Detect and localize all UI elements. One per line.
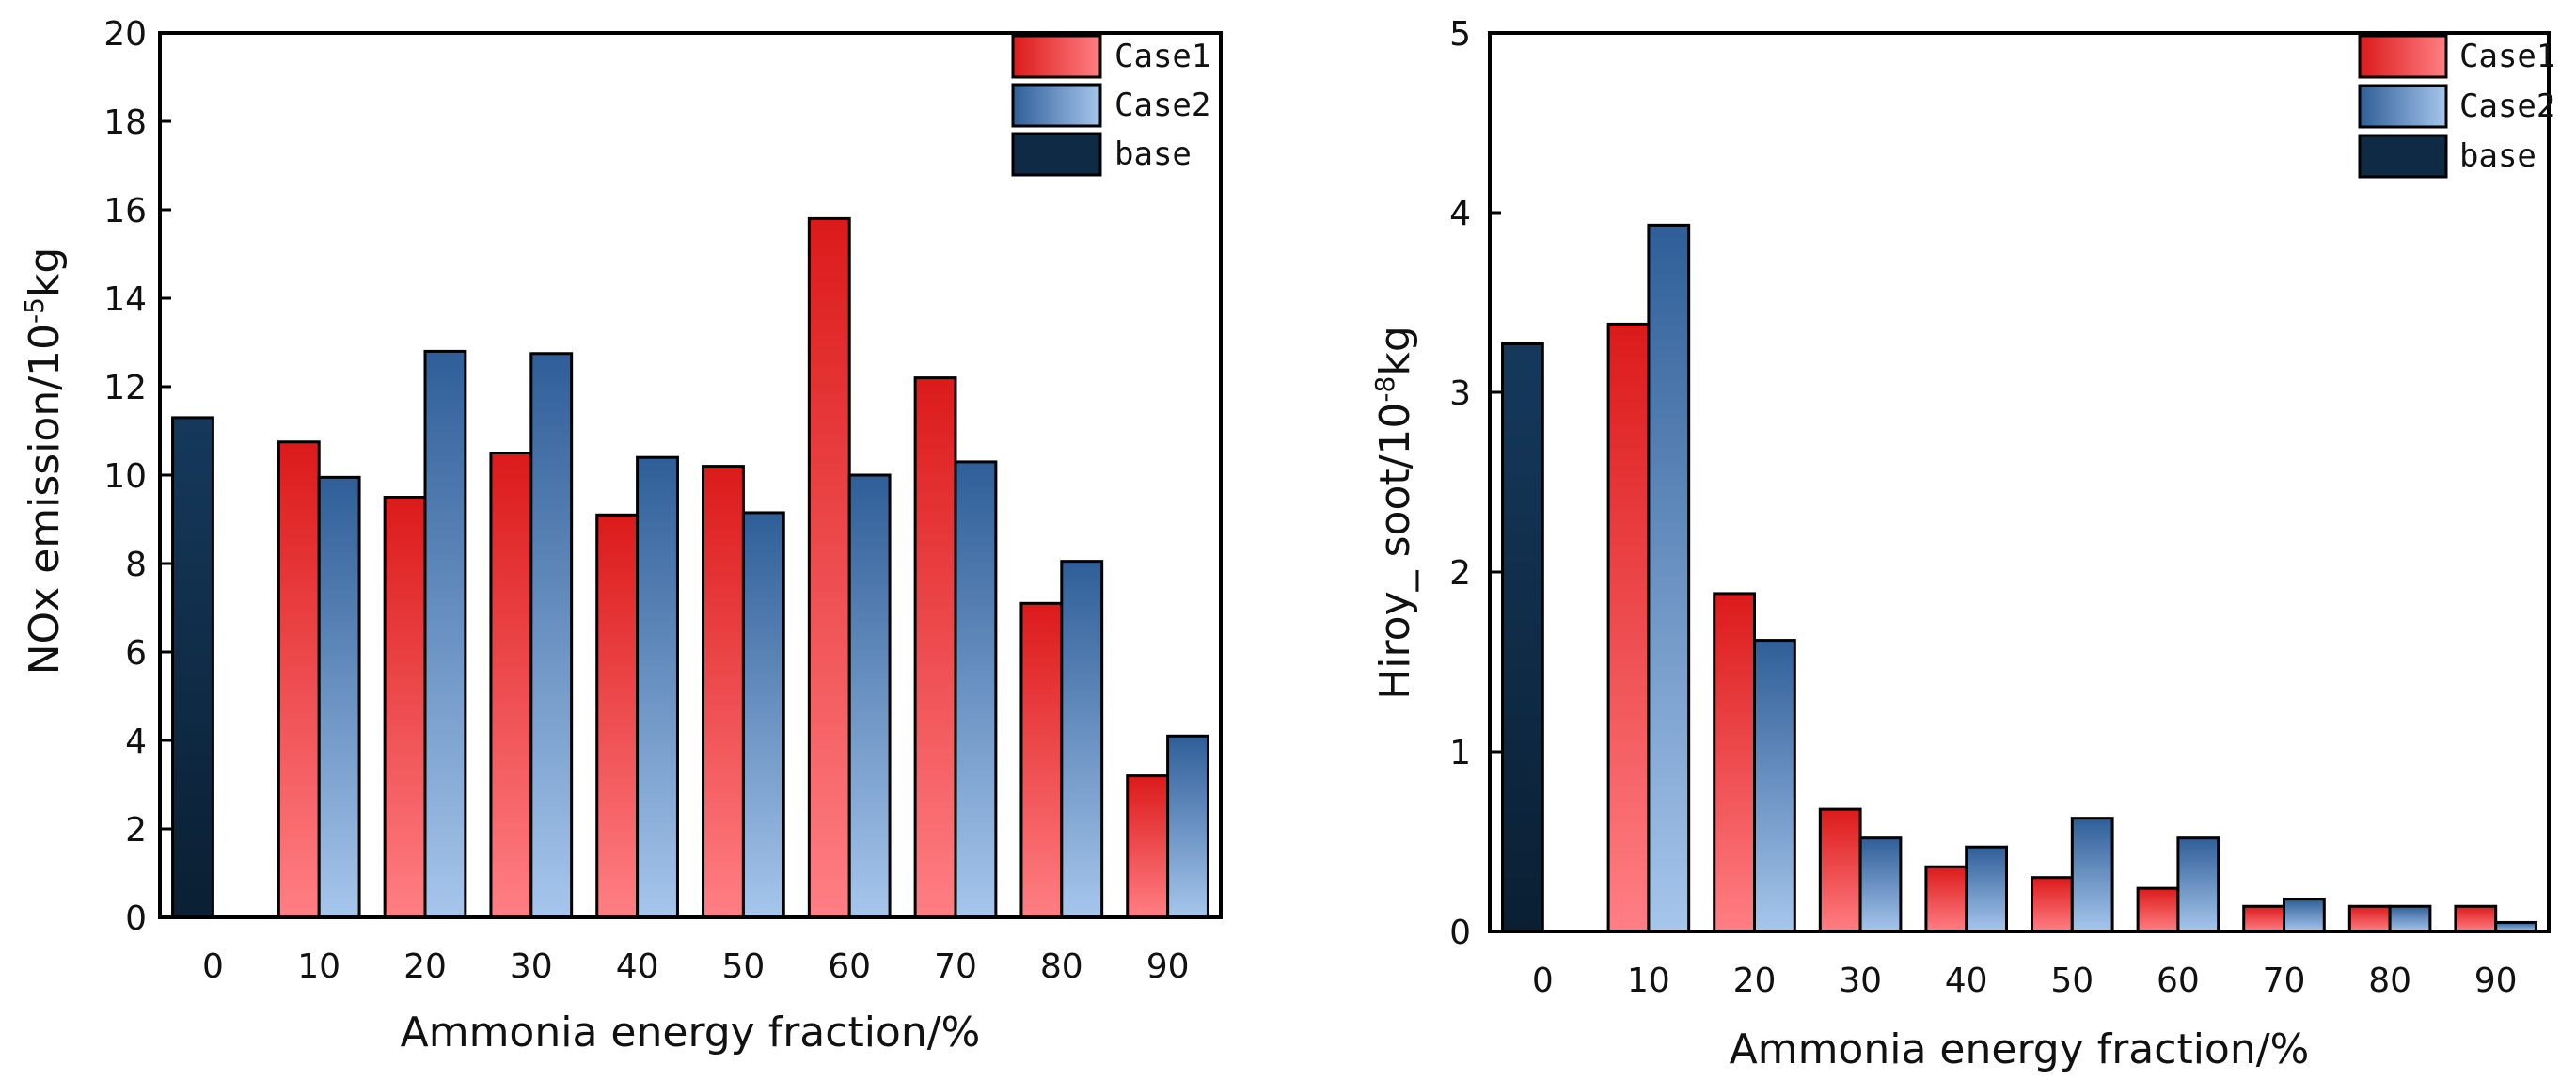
bar-case2-30 [529, 352, 574, 919]
x-tick-label: 0 [1532, 962, 1554, 1000]
y-tick-label: 3 [1449, 374, 1471, 413]
y-tick-label: 4 [125, 723, 147, 761]
x-axis-title: Ammonia energy fraction/% [1730, 1025, 2310, 1073]
bar-case1-50 [2031, 876, 2074, 933]
y-tick-label: 12 [103, 369, 147, 407]
x-tick-label: 50 [2050, 962, 2094, 1000]
x-tick-label: 80 [2368, 962, 2411, 1000]
y-tick-label: 1 [1449, 734, 1471, 772]
bar-case2-80 [1060, 560, 1104, 919]
plot-frame [1488, 31, 2551, 933]
bar-case1-90 [1126, 774, 1170, 919]
bar-case1-60 [807, 216, 851, 919]
x-tick-label: 0 [202, 947, 224, 986]
legend-swatch-case2 [2358, 84, 2448, 129]
bar-case1-30 [1818, 807, 1862, 933]
legend-swatch-base [2358, 134, 2448, 179]
bar-case2-50 [2070, 817, 2114, 933]
bar-case1-70 [913, 376, 957, 919]
bar-case2-30 [1858, 836, 1903, 933]
bar-case2-70 [954, 460, 998, 919]
bar-case1-90 [2454, 904, 2498, 933]
y-tick-label: 18 [103, 103, 147, 142]
x-tick-label: 20 [403, 947, 447, 986]
y-tick-label: 8 [125, 546, 147, 584]
bar-case2-60 [2176, 836, 2220, 933]
y-tick-label: 0 [1449, 914, 1471, 952]
legend-label-case2: Case2 [1114, 87, 1210, 124]
legend-swatch-case2 [1011, 83, 1102, 128]
y-tick-label: 0 [125, 899, 147, 938]
bar-case2-90 [1166, 734, 1209, 919]
bar-case1-10 [277, 440, 321, 919]
legend-label-case1: Case1 [1114, 38, 1210, 75]
bar-case2-40 [636, 455, 679, 919]
bar-case1-40 [595, 513, 640, 919]
legend-label-base: base [2459, 137, 2536, 175]
y-tick-label: 16 [103, 192, 147, 231]
bar-case1-50 [702, 465, 745, 919]
legend-swatch-case1 [1011, 34, 1102, 79]
y-axis-title: Hiroy_ soot/10-8kg [1369, 326, 1419, 700]
y-tick-label: 14 [103, 280, 147, 319]
x-tick-label: 50 [721, 947, 765, 986]
legend-swatch-base [1011, 132, 1102, 177]
bar-base-0 [171, 416, 214, 919]
legend-label-case2: Case2 [2459, 87, 2555, 125]
bar-case1-20 [1713, 592, 1757, 933]
legend-label-case1: Case1 [2459, 38, 2555, 75]
x-tick-label: 30 [510, 947, 553, 986]
y-tick-label: 4 [1449, 195, 1471, 233]
bar-case2-20 [1753, 639, 1796, 933]
bar-case1-30 [489, 452, 533, 919]
x-tick-label: 40 [616, 947, 659, 986]
bar-case2-10 [317, 475, 361, 919]
bar-case2-80 [2388, 904, 2432, 933]
bar-case2-10 [1647, 223, 1691, 933]
bar-case2-70 [2283, 898, 2326, 933]
x-tick-label: 80 [1040, 947, 1083, 986]
x-tick-label: 90 [2474, 962, 2518, 1000]
x-tick-label: 60 [2157, 962, 2200, 1000]
y-tick-label: 2 [1449, 554, 1471, 593]
x-tick-label: 40 [1945, 962, 1988, 1000]
bar-case1-20 [383, 496, 427, 919]
nox-emission-chart: 0 2 4 6 8 10 12 14 16 18 20 0 10 20 30 40 50 60 70 80 90 Ammo… [19, 15, 1223, 1057]
bar-case2-60 [847, 473, 892, 919]
x-tick-label: 10 [297, 947, 340, 986]
bar-case1-80 [1019, 601, 1064, 919]
y-tick-label: 6 [125, 634, 147, 673]
y-tick-label: 2 [125, 811, 147, 850]
x-axis-title: Ammonia energy fraction/% [401, 1009, 981, 1057]
bar-case1-40 [1924, 865, 1968, 933]
y-tick-label: 20 [103, 15, 147, 54]
bar-case1-60 [2136, 886, 2180, 933]
x-tick-label: 20 [1733, 962, 1777, 1000]
y-tick-label: 5 [1449, 15, 1471, 54]
bar-case2-50 [741, 511, 785, 919]
x-tick-label: 60 [828, 947, 871, 986]
legend-label-base: base [1114, 135, 1192, 173]
y-axis-title: NOx emission/10-5kg [19, 247, 69, 676]
legend-swatch-case1 [2358, 34, 2448, 79]
x-tick-label: 90 [1146, 947, 1190, 986]
x-tick-label: 70 [934, 947, 977, 986]
bar-case2-20 [423, 349, 467, 919]
bar-case1-10 [1606, 322, 1651, 933]
x-tick-label: 30 [1839, 962, 1882, 1000]
x-tick-label: 10 [1627, 962, 1670, 1000]
bar-base-0 [1501, 342, 1544, 933]
x-tick-label: 70 [2263, 962, 2306, 1000]
bar-case1-70 [2242, 904, 2285, 933]
bar-case2-40 [1965, 845, 2008, 933]
y-tick-label: 10 [103, 457, 147, 496]
bar-case1-80 [2347, 904, 2392, 933]
